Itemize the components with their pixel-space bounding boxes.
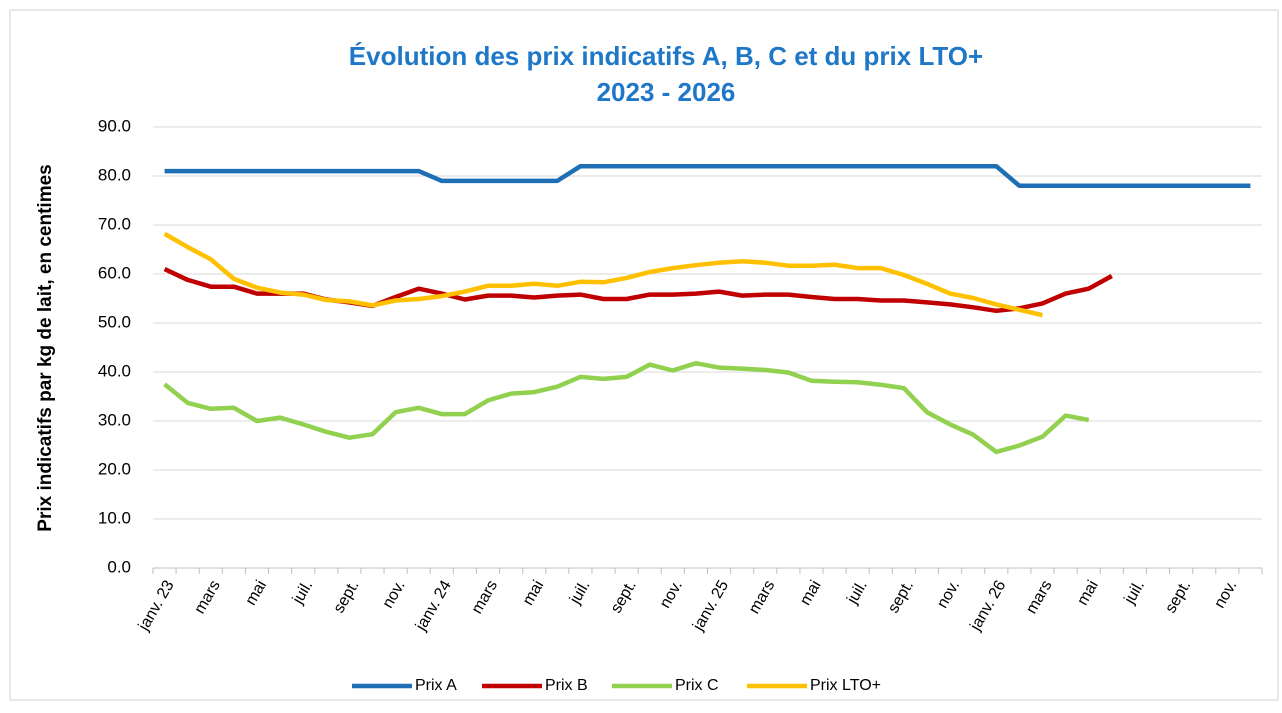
line-series <box>163 231 1044 318</box>
y-axis-label: Prix indicatifs par kg de lait, en centi… <box>35 164 56 531</box>
y-tick-label: 80.0 <box>98 165 131 184</box>
legend-label: Prix B <box>545 677 588 694</box>
chart-frame <box>9 9 1279 701</box>
y-tick-label: 50.0 <box>98 312 131 331</box>
chart-subtitle: 2023 - 2026 <box>597 77 736 107</box>
line-series <box>163 360 1090 455</box>
y-tick-label: 20.0 <box>98 459 131 478</box>
legend-label: Prix LTO+ <box>810 677 881 694</box>
legend-label: Prix A <box>415 677 457 694</box>
y-tick-label: 60.0 <box>98 263 131 282</box>
y-tick-label: 90.0 <box>98 116 131 135</box>
y-tick-label: 10.0 <box>98 508 131 527</box>
chart-title: Évolution des prix indicatifs A, B, C et… <box>349 41 983 71</box>
y-tick-label: 0.0 <box>107 557 131 576</box>
y-tick-label: 30.0 <box>98 410 131 429</box>
line-series <box>164 163 1251 189</box>
y-tick-label: 40.0 <box>98 361 131 380</box>
y-tick-label: 70.0 <box>98 214 131 233</box>
legend-label: Prix C <box>675 677 719 694</box>
